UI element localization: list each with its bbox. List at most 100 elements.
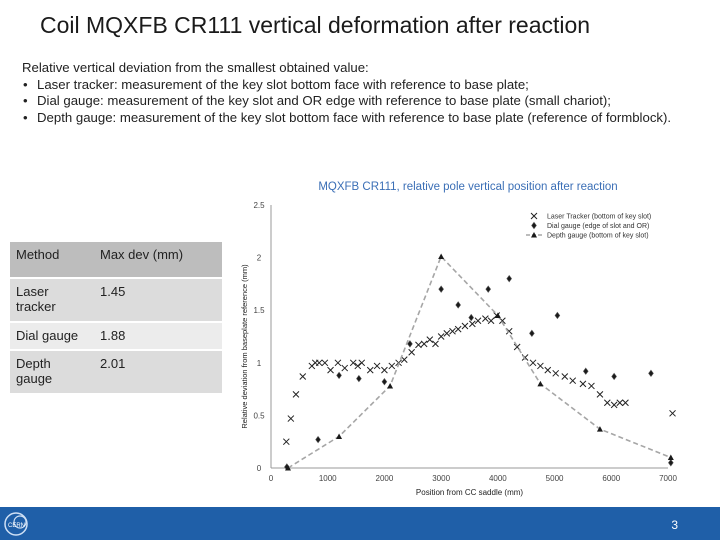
legend-label-dial-gauge: Dial gauge (edge of slot and OR) [547,223,649,230]
point-depth-gauge [387,382,394,389]
cell-method: Laser tracker [10,277,94,321]
table-row: Depth gauge 2.01 [10,349,222,393]
point-dial-gauge [438,285,444,293]
legend-marker-dial-gauge [531,221,537,230]
point-dial-gauge [529,329,535,338]
point-laser-tracker [373,362,381,370]
deformation-chart: MQXFB CR111, relative pole vertical posi… [240,181,677,497]
point-laser-tracker [616,399,624,407]
point-laser-tracker [596,391,604,398]
x-tick-label: 2000 [376,474,394,483]
point-laser-tracker [603,399,611,407]
x-tick-label: 4000 [489,474,507,483]
footer-bar [0,507,720,540]
legend-label-depth-gauge: Depth gauge (bottom of key slot) [547,233,649,240]
bullet-depth-gauge: Depth gauge: measurement of the key slot… [22,110,702,127]
legend-label-laser-tracker: Laser Tracker (bottom of key slot) [547,214,651,221]
x-tick-label: 6000 [602,474,620,483]
cell-method: Depth gauge [10,349,94,393]
point-depth-gauge [494,312,501,318]
point-dial-gauge [485,285,491,293]
x-tick-label: 1000 [319,474,337,483]
svg-text:CERN: CERN [8,523,25,529]
point-dial-gauge [407,340,413,348]
bullet-laser-tracker: Laser tracker: measurement of the key sl… [22,77,702,94]
y-tick-label: 2 [257,254,262,263]
point-laser-tracker [610,401,618,409]
point-laser-tracker [552,369,560,377]
cern-logo: CERN [4,512,28,536]
x-tick-label: 0 [269,474,274,483]
series-line-depth-gauge [287,255,672,469]
y-tick-label: 1 [257,359,262,368]
point-depth-gauge [667,454,674,460]
point-dial-gauge [582,367,589,375]
table-header-row: Method Max dev (mm) [10,242,222,277]
point-laser-tracker [408,348,416,356]
point-dial-gauge [455,301,461,309]
point-laser-tracker [354,362,362,370]
point-laser-tracker [474,317,482,325]
point-dial-gauge [648,369,654,378]
point-depth-gauge [285,465,292,471]
point-depth-gauge [438,253,445,260]
point-dial-gauge [668,459,674,467]
header-max-dev: Max dev (mm) [94,242,222,277]
intro-text-block: Relative vertical deviation from the sma… [22,60,702,126]
point-dial-gauge [611,372,617,381]
point-laser-tracker [349,359,357,367]
y-tick-label: 0.5 [253,411,265,420]
y-tick-label: 1.5 [253,306,265,315]
point-laser-tracker [588,382,595,390]
point-laser-tracker [461,322,469,330]
point-laser-tracker [449,327,456,335]
point-laser-tracker [454,325,462,333]
point-laser-tracker [569,377,577,385]
point-laser-tracker [292,391,300,398]
page-number: 3 [671,518,678,532]
point-laser-tracker [443,329,451,337]
point-laser-tracker [287,415,295,422]
table-row: Dial gauge 1.88 [10,321,222,349]
point-laser-tracker [437,333,445,340]
table-row: Laser tracker 1.45 [10,277,222,321]
point-laser-tracker [482,315,489,322]
point-dial-gauge [356,374,362,383]
point-laser-tracker [468,320,476,328]
point-dial-gauge [554,311,561,320]
y-axis-label: Relative deviation from baseplate refere… [240,264,249,429]
cell-max-dev: 2.01 [94,349,222,393]
point-laser-tracker [334,359,342,367]
point-depth-gauge [537,380,544,387]
point-laser-tracker [358,359,366,367]
header-method: Method [10,242,94,277]
point-laser-tracker [282,438,290,446]
legend-marker-laser-tracker [530,212,538,220]
point-laser-tracker [622,399,629,407]
cell-max-dev: 1.45 [94,277,222,321]
point-laser-tracker [327,366,334,374]
x-tick-label: 5000 [546,474,564,483]
y-tick-label: 2.5 [253,201,265,210]
point-laser-tracker [315,359,323,367]
point-dial-gauge [506,274,512,283]
point-laser-tracker [366,366,374,374]
point-laser-tracker [381,366,388,374]
point-dial-gauge [381,378,388,386]
point-laser-tracker [341,364,349,372]
cell-method: Dial gauge [10,321,94,349]
point-laser-tracker [420,340,428,348]
point-laser-tracker [400,356,408,363]
point-laser-tracker [388,362,396,370]
point-dial-gauge [315,435,321,444]
point-laser-tracker [529,359,537,367]
slide-title: Coil MQXFB CR111 vertical deformation af… [40,12,591,38]
intro-line: Relative vertical deviation from the sma… [22,60,369,75]
bullet-list: Laser tracker: measurement of the key sl… [22,77,702,127]
legend-marker-depth-gauge [531,232,537,238]
point-laser-tracker [487,317,495,325]
cell-max-dev: 1.88 [94,321,222,349]
point-laser-tracker [537,362,544,370]
x-tick-label: 7000 [659,474,677,483]
x-tick-label: 3000 [432,474,450,483]
